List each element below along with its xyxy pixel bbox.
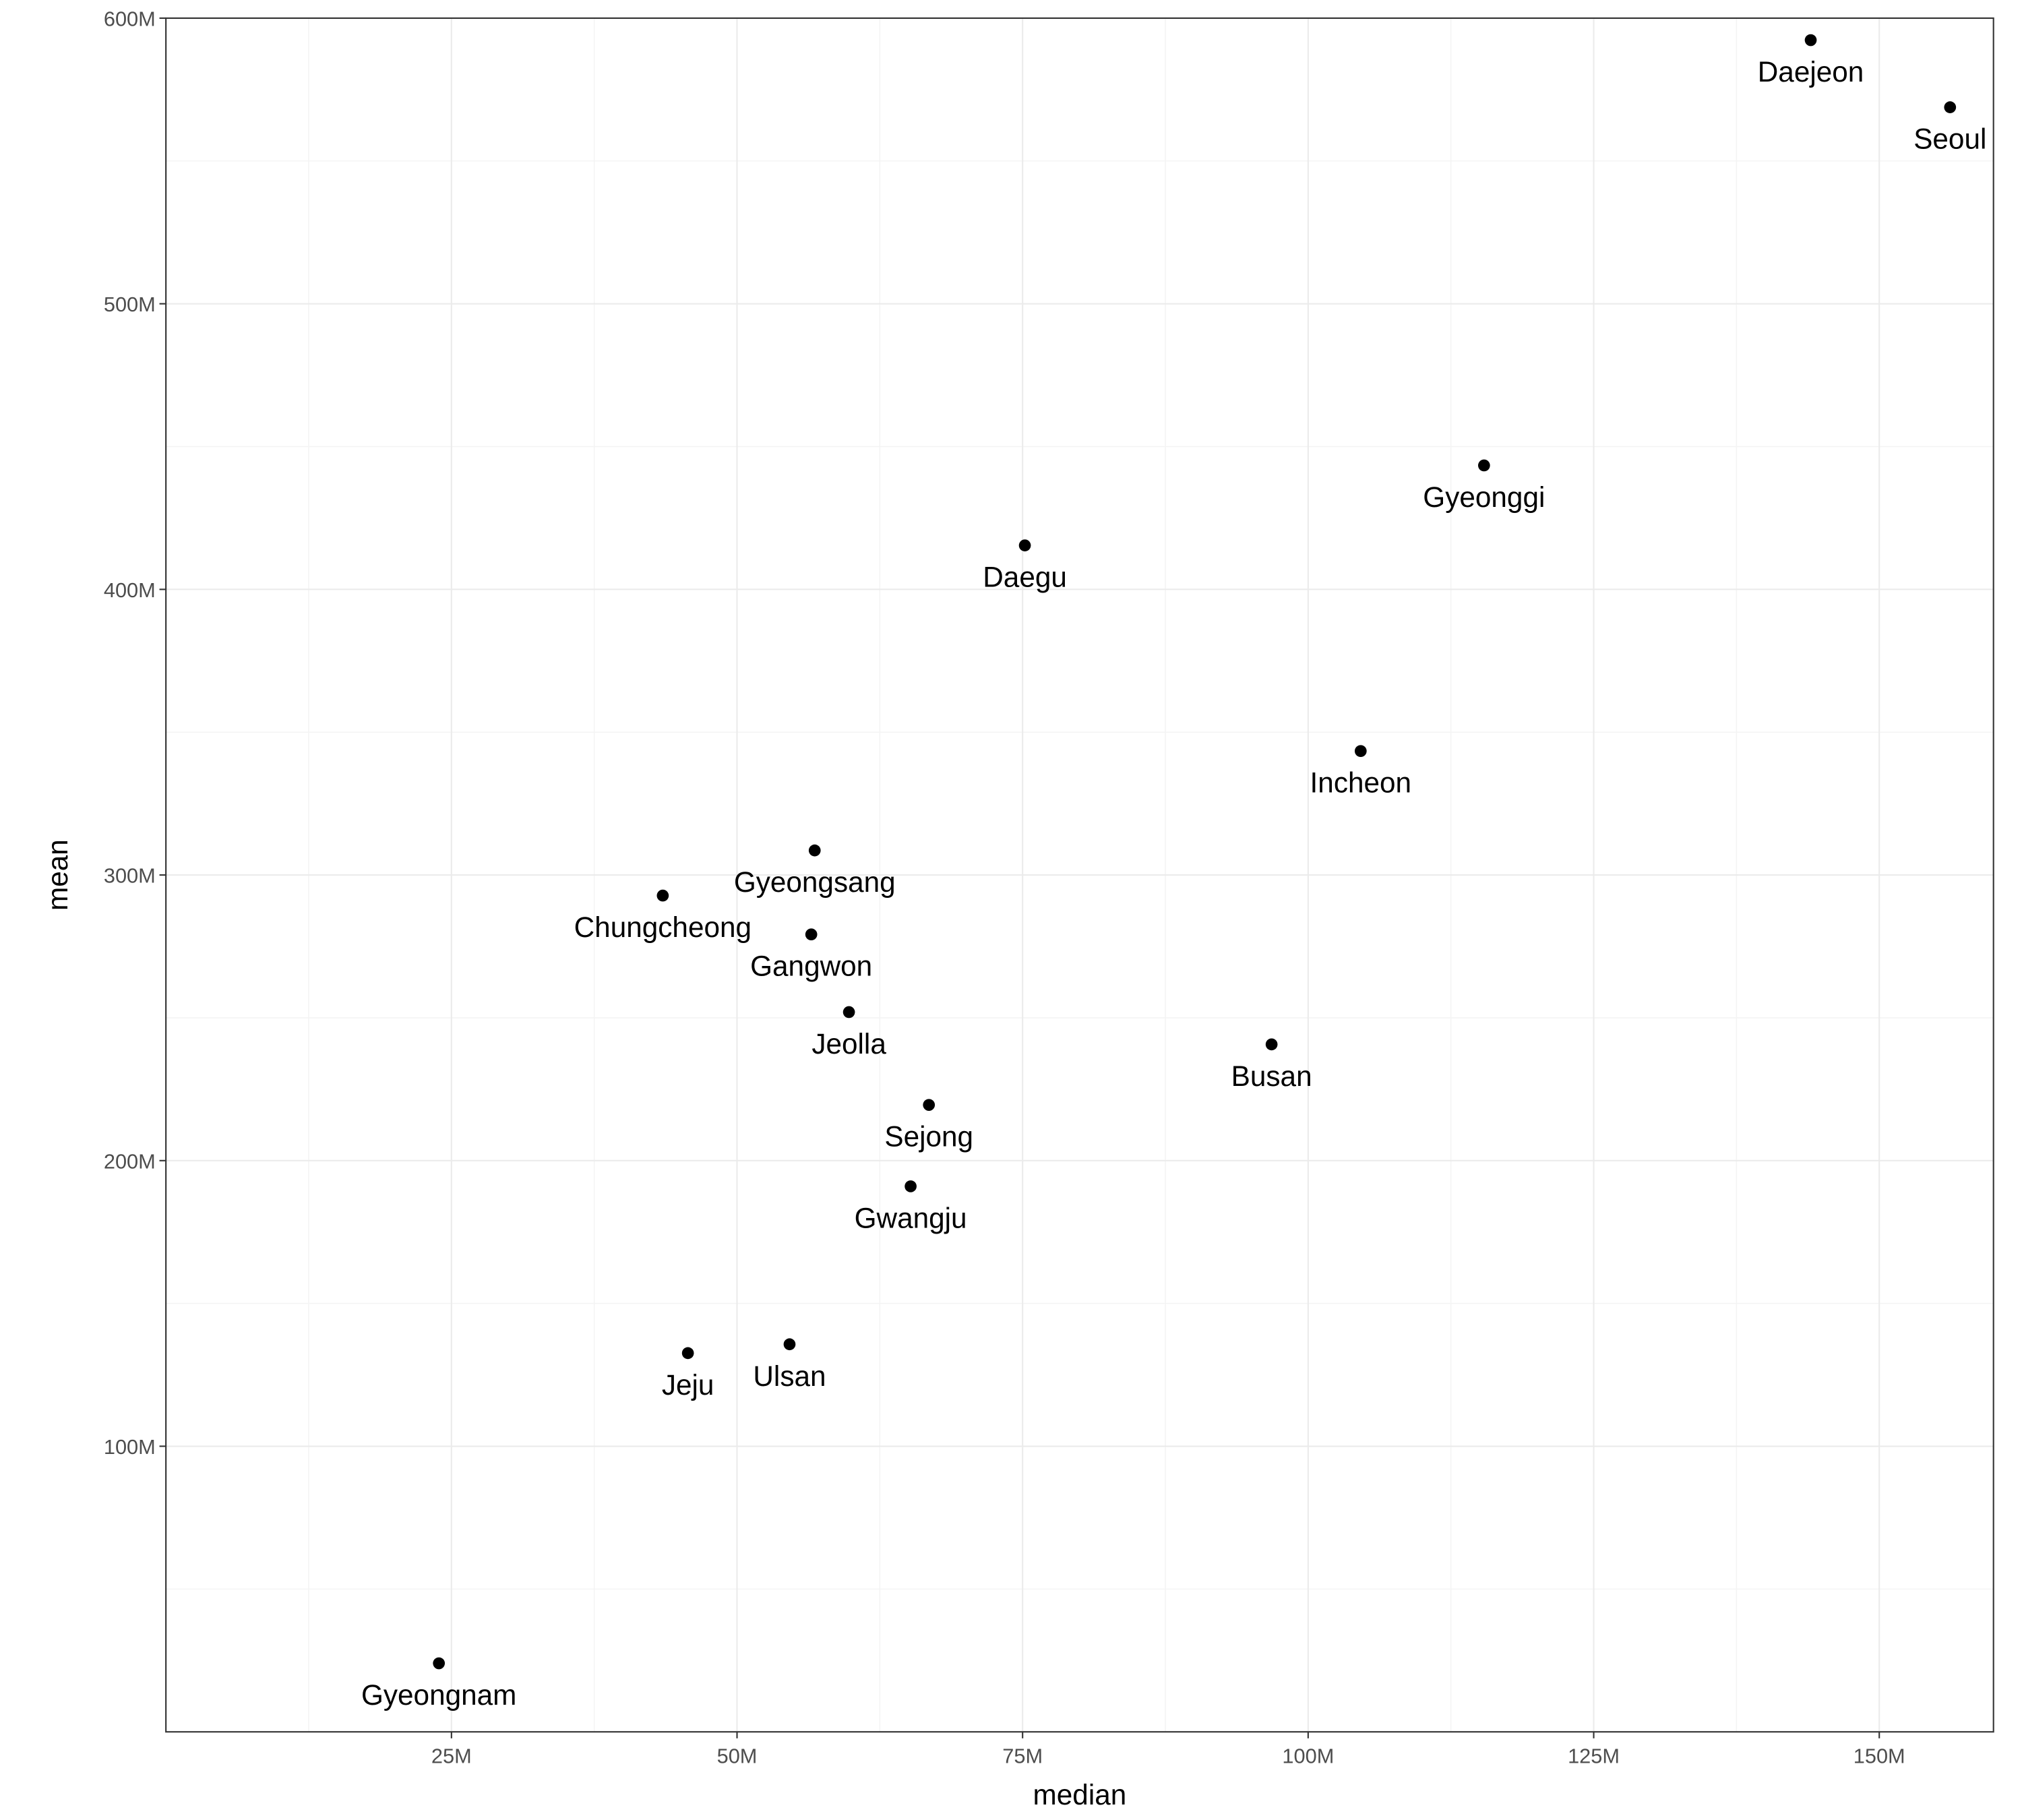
data-point xyxy=(923,1099,936,1112)
data-point xyxy=(433,1657,446,1670)
data-point xyxy=(1944,101,1957,113)
point-label: Jeju xyxy=(662,1369,714,1401)
y-tick-label: 500M xyxy=(104,293,156,316)
data-point xyxy=(808,844,821,857)
y-tick-label: 600M xyxy=(104,7,156,30)
x-tick-label: 50M xyxy=(717,1744,758,1767)
x-tick-label: 25M xyxy=(431,1744,472,1767)
point-label: Incheon xyxy=(1310,767,1412,799)
data-point xyxy=(681,1347,694,1360)
axes: 25M 50M 75M 100M 125M 150M 100M 200M 300M 400M 500… xyxy=(104,7,1905,1767)
data-point xyxy=(805,928,818,941)
x-tick-label: 100M xyxy=(1282,1744,1334,1767)
grid xyxy=(166,17,1994,1732)
y-tick-label: 300M xyxy=(104,864,156,888)
point-label: Ulsan xyxy=(753,1360,826,1392)
data-point xyxy=(783,1338,796,1351)
x-tick-label: 125M xyxy=(1568,1744,1620,1767)
data-point xyxy=(842,1006,855,1019)
y-tick-label: 200M xyxy=(104,1149,156,1173)
data-point xyxy=(905,1180,917,1192)
x-tick-label: 75M xyxy=(1002,1744,1043,1767)
point-label: Daegu xyxy=(983,562,1067,593)
point-label: Gwangju xyxy=(855,1202,967,1234)
point-label: Seoul xyxy=(1913,123,1986,155)
y-tick-label: 100M xyxy=(104,1435,156,1459)
x-axis-title: median xyxy=(1033,1779,1127,1811)
point-label: Gyeongsang xyxy=(734,866,896,898)
data-point xyxy=(1265,1038,1278,1051)
data-point xyxy=(1478,459,1490,472)
points: Daejeon Seoul Gyeonggi Daegu Incheon Gyeongsa… xyxy=(361,34,1986,1711)
point-label: Chungcheong xyxy=(574,911,752,943)
data-point xyxy=(1018,539,1031,551)
point-label: Jeolla xyxy=(811,1028,886,1060)
point-label: Gangwon xyxy=(750,950,872,982)
data-point xyxy=(1354,745,1367,758)
point-label: Sejong xyxy=(884,1121,973,1153)
point-label: Gyeongnam xyxy=(361,1679,516,1711)
y-axis-title: mean xyxy=(42,839,73,911)
point-label: Gyeonggi xyxy=(1423,481,1545,513)
point-label: Daejeon xyxy=(1758,56,1864,88)
data-point xyxy=(1804,34,1817,47)
y-tick-label: 400M xyxy=(104,578,156,602)
x-tick-label: 150M xyxy=(1854,1744,1905,1767)
data-point xyxy=(656,889,669,902)
point-label: Busan xyxy=(1231,1060,1312,1092)
